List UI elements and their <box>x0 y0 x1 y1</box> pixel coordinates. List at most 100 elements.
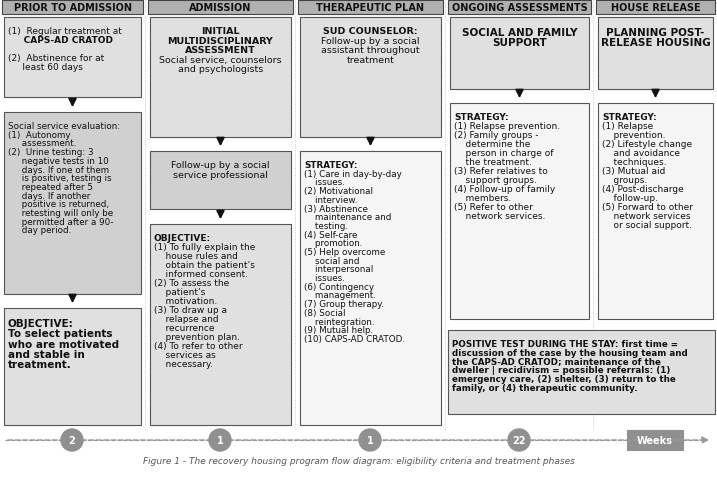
Text: (4) Self-care: (4) Self-care <box>304 230 357 239</box>
Text: (3) To draw up a: (3) To draw up a <box>154 305 227 314</box>
Bar <box>448 330 715 414</box>
Text: patient’s: patient’s <box>154 288 205 297</box>
Text: ONGOING ASSESSMENTS: ONGOING ASSESSMENTS <box>452 3 587 13</box>
Circle shape <box>359 429 381 451</box>
Text: OBJECTIVE:: OBJECTIVE: <box>154 234 211 243</box>
Bar <box>2 1 143 15</box>
Text: prevention.: prevention. <box>602 131 665 140</box>
Text: (3) Mutual aid: (3) Mutual aid <box>602 167 665 176</box>
Text: days. If one of them: days. If one of them <box>8 165 109 174</box>
Text: discussion of the case by the housing team and: discussion of the case by the housing te… <box>452 348 688 357</box>
Text: (2) Lifestyle change: (2) Lifestyle change <box>602 140 692 149</box>
Text: and avoidance: and avoidance <box>602 149 680 158</box>
Text: groups.: groups. <box>602 176 647 185</box>
Circle shape <box>209 429 231 451</box>
Text: (1) Relapse prevention.: (1) Relapse prevention. <box>454 122 560 131</box>
Text: support groups.: support groups. <box>454 176 537 185</box>
Text: To select patients: To select patients <box>8 329 113 339</box>
Text: repeated after 5: repeated after 5 <box>8 182 93 192</box>
Text: STRATEGY:: STRATEGY: <box>602 113 657 122</box>
Text: (7) Group therapy.: (7) Group therapy. <box>304 300 384 309</box>
Bar <box>596 1 715 15</box>
Text: RELEASE HOUSING: RELEASE HOUSING <box>601 38 711 48</box>
Text: or social support.: or social support. <box>602 220 692 229</box>
Text: (6) Contingency: (6) Contingency <box>304 282 374 291</box>
Text: (4) To refer to other: (4) To refer to other <box>154 341 242 350</box>
Bar <box>148 1 293 15</box>
Text: (2)  Abstinence for at: (2) Abstinence for at <box>8 54 104 63</box>
Text: permitted after a 90-: permitted after a 90- <box>8 217 113 226</box>
Text: the CAPS-AD CRATOD; maintenance of the: the CAPS-AD CRATOD; maintenance of the <box>452 357 661 366</box>
Bar <box>300 18 441 138</box>
Bar <box>150 18 291 138</box>
Text: (3) Abstinence: (3) Abstinence <box>304 204 368 213</box>
Text: necessary.: necessary. <box>154 359 213 368</box>
Text: informed consent.: informed consent. <box>154 269 248 278</box>
Text: (2) Motivational: (2) Motivational <box>304 187 373 196</box>
Text: interpersonal: interpersonal <box>304 265 374 274</box>
Text: retesting will only be: retesting will only be <box>8 208 113 217</box>
Text: testing.: testing. <box>304 221 348 230</box>
Text: (4) Follow-up of family: (4) Follow-up of family <box>454 185 555 193</box>
Bar <box>598 104 713 319</box>
Bar <box>450 104 589 319</box>
Bar <box>300 152 441 425</box>
Text: Follow-up by a social: Follow-up by a social <box>171 161 270 170</box>
Text: is positive, testing is: is positive, testing is <box>8 174 112 183</box>
Text: promotion.: promotion. <box>304 239 362 248</box>
Bar <box>598 18 713 90</box>
Text: (9) Mutual help.: (9) Mutual help. <box>304 325 373 335</box>
Text: (3) Refer relatives to: (3) Refer relatives to <box>454 167 548 176</box>
Text: family, or (4) therapeutic community.: family, or (4) therapeutic community. <box>452 383 637 392</box>
Text: MULTIDISCIPLINARY: MULTIDISCIPLINARY <box>168 37 273 46</box>
Text: management.: management. <box>304 291 376 300</box>
Text: Weeks: Weeks <box>637 435 673 445</box>
Circle shape <box>61 429 83 451</box>
Text: house rules and: house rules and <box>154 252 238 261</box>
Text: network services: network services <box>602 211 690 220</box>
Text: (5) Forward to other: (5) Forward to other <box>602 203 693 212</box>
Circle shape <box>508 429 530 451</box>
Text: PRIOR TO ADMISSION: PRIOR TO ADMISSION <box>14 3 131 13</box>
Text: (1)  Regular treatment at: (1) Regular treatment at <box>8 27 122 36</box>
Text: and psychologists: and psychologists <box>178 65 263 74</box>
Text: (10) CAPS-AD CRATOD.: (10) CAPS-AD CRATOD. <box>304 334 405 343</box>
Text: STRATEGY:: STRATEGY: <box>304 161 358 170</box>
Text: treatment: treatment <box>346 56 394 64</box>
Text: Figure 1 - The recovery housing program flow diagram: eligibility criteria and t: Figure 1 - The recovery housing program … <box>143 456 574 466</box>
Text: determine the: determine the <box>454 140 531 149</box>
Text: issues.: issues. <box>304 274 345 282</box>
Text: positive is returned,: positive is returned, <box>8 200 109 209</box>
Text: HOUSE RELEASE: HOUSE RELEASE <box>611 3 701 13</box>
Text: Social service, counselors: Social service, counselors <box>159 56 282 64</box>
Text: (1)  Autonomy: (1) Autonomy <box>8 131 70 140</box>
Bar <box>448 1 591 15</box>
Text: prevention plan.: prevention plan. <box>154 332 240 341</box>
Text: least 60 days: least 60 days <box>8 63 83 72</box>
Text: (4) Post-discharge: (4) Post-discharge <box>602 185 684 193</box>
Text: follow-up.: follow-up. <box>602 193 658 203</box>
Text: (8) Social: (8) Social <box>304 308 346 317</box>
Text: who are motivated: who are motivated <box>8 339 119 349</box>
Text: person in charge of: person in charge of <box>454 149 554 158</box>
Text: treatment.: treatment. <box>8 360 72 370</box>
Text: SUPPORT: SUPPORT <box>492 38 547 48</box>
Text: negative tests in 10: negative tests in 10 <box>8 156 109 166</box>
Text: service professional: service professional <box>173 170 268 180</box>
Text: (1) To fully explain the: (1) To fully explain the <box>154 243 255 252</box>
Text: OBJECTIVE:: OBJECTIVE: <box>8 318 74 328</box>
Text: relapse and: relapse and <box>154 314 219 323</box>
Text: techniques.: techniques. <box>602 158 667 167</box>
Text: obtain the patient’s: obtain the patient’s <box>154 261 255 270</box>
Text: the treatment.: the treatment. <box>454 158 532 167</box>
Text: members.: members. <box>454 193 511 203</box>
Text: INITIAL: INITIAL <box>201 27 239 36</box>
Text: POSITIVE TEST DURING THE STAY: first time =: POSITIVE TEST DURING THE STAY: first tim… <box>452 339 678 348</box>
Text: (5) Refer to other: (5) Refer to other <box>454 203 533 212</box>
Text: 1: 1 <box>366 435 374 445</box>
Bar <box>4 308 141 425</box>
Text: day period.: day period. <box>8 226 71 235</box>
Text: social and: social and <box>304 256 359 265</box>
Text: 22: 22 <box>512 435 526 445</box>
Text: (2)  Urine testing: 3: (2) Urine testing: 3 <box>8 148 94 157</box>
